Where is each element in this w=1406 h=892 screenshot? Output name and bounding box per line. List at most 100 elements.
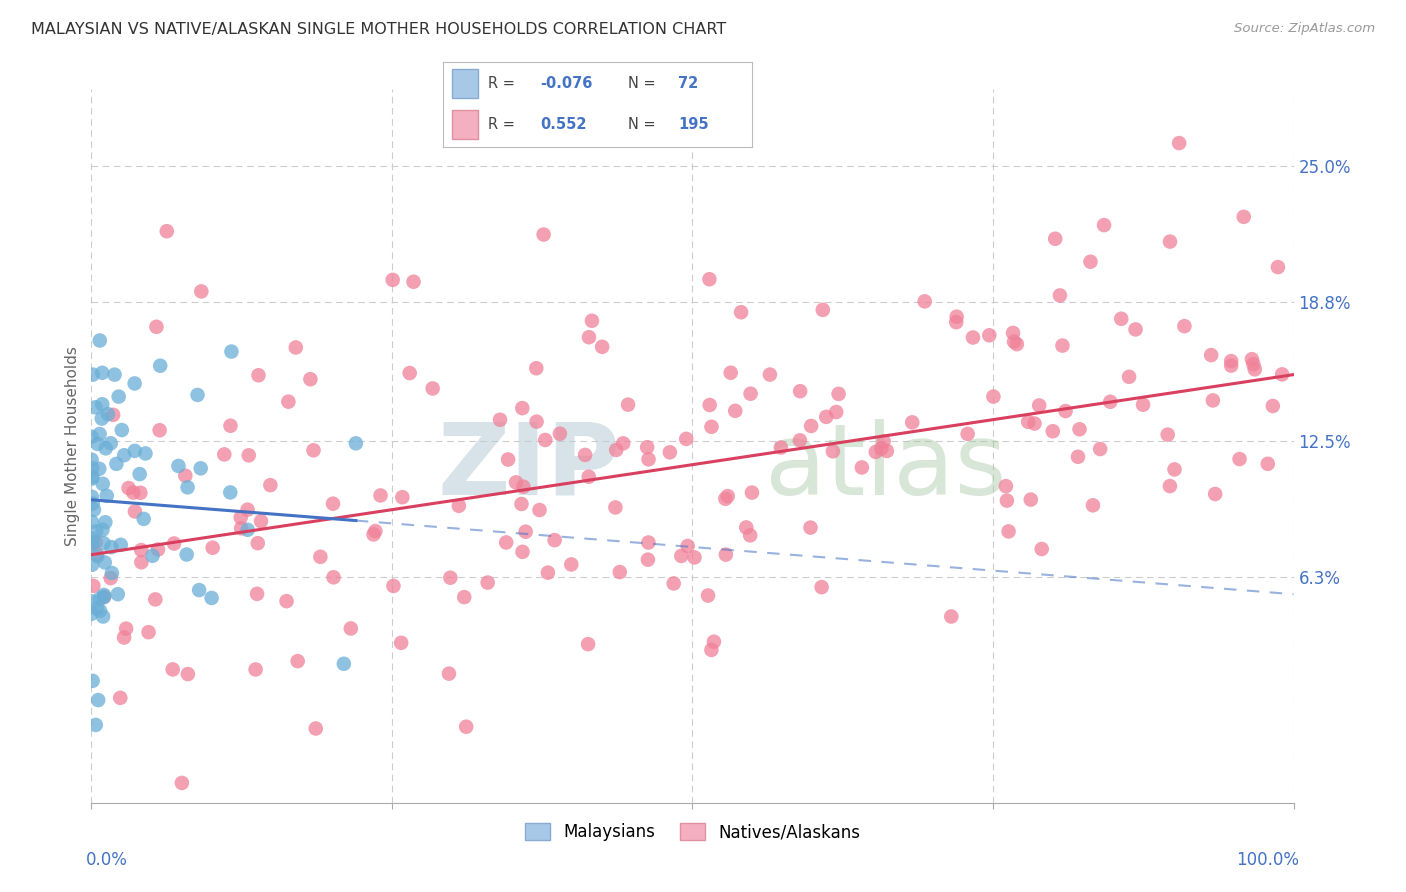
Point (221, 344, 243, 359)
Point (80, 430, 103, 444)
Point (86, 601, 108, 615)
Point (769, 441, 792, 455)
Point (128, 467, 150, 481)
Point (170, 776, 193, 790)
Point (1168, 136, 1191, 150)
Point (1257, 457, 1279, 471)
Point (1067, 450, 1090, 464)
Point (1202, 393, 1225, 408)
Point (201, 591, 224, 605)
Point (1118, 369, 1140, 384)
Point (93, 591, 115, 605)
Point (107, 587, 129, 601)
Point (1002, 334, 1025, 349)
Point (82, 461, 104, 475)
Text: 0.0%: 0.0% (86, 851, 128, 869)
Text: 72: 72 (678, 76, 699, 91)
Point (1163, 462, 1185, 476)
Point (1031, 541, 1053, 556)
Point (1233, 210, 1256, 224)
Point (129, 543, 152, 558)
Point (101, 566, 124, 580)
Point (238, 448, 260, 462)
Point (1271, 368, 1294, 382)
Point (94, 515, 117, 529)
Point (810, 580, 832, 594)
Point (93, 536, 115, 550)
Point (163, 536, 186, 550)
Point (87, 693, 110, 707)
Point (1159, 479, 1181, 493)
Point (94, 442, 117, 456)
Point (578, 330, 600, 344)
Point (658, 445, 681, 459)
Text: N =: N = (628, 76, 661, 91)
Point (724, 404, 747, 418)
Point (80, 594, 103, 608)
Point (730, 305, 752, 319)
Point (740, 386, 762, 401)
Point (129, 485, 152, 500)
Point (156, 224, 179, 238)
Point (821, 444, 844, 458)
Point (91, 397, 114, 411)
Point (91, 523, 114, 537)
Point (122, 485, 145, 500)
Point (1080, 254, 1102, 268)
Point (370, 488, 392, 502)
Point (1092, 218, 1115, 232)
Point (146, 542, 169, 557)
Point (1173, 319, 1195, 334)
Text: ZIP: ZIP (437, 419, 620, 516)
Point (1243, 362, 1265, 376)
Point (699, 398, 721, 412)
Point (188, 583, 211, 598)
Point (1017, 415, 1039, 429)
Point (287, 654, 309, 668)
Point (870, 442, 893, 456)
Point (219, 485, 242, 500)
Point (1157, 427, 1180, 442)
Point (89, 427, 111, 442)
Point (671, 549, 693, 563)
Point (149, 359, 172, 373)
Point (876, 444, 898, 458)
Point (574, 448, 596, 462)
Point (1054, 404, 1077, 418)
Point (515, 524, 537, 539)
Point (437, 666, 460, 681)
Point (90, 411, 112, 425)
Point (1081, 498, 1104, 512)
Point (89, 591, 111, 606)
Point (512, 545, 534, 559)
Point (100, 540, 122, 554)
Point (309, 549, 332, 564)
Point (246, 587, 269, 601)
Point (80, 607, 103, 621)
Point (636, 440, 658, 454)
Point (174, 468, 197, 483)
Point (945, 310, 967, 324)
Point (759, 368, 782, 382)
Point (1220, 359, 1243, 373)
Point (231, 521, 253, 535)
Point (537, 566, 560, 580)
Point (510, 401, 533, 416)
Point (80, 472, 103, 486)
Point (700, 643, 723, 657)
Text: 195: 195 (678, 117, 709, 132)
Point (284, 341, 307, 355)
Point (720, 366, 742, 380)
Point (717, 489, 740, 503)
Point (82, 558, 104, 572)
Point (637, 552, 659, 566)
Point (186, 388, 208, 402)
Point (1229, 452, 1251, 467)
Point (1132, 398, 1154, 412)
Text: -0.076: -0.076 (540, 76, 593, 91)
Point (162, 662, 184, 676)
Point (247, 368, 270, 383)
Point (1049, 288, 1071, 302)
Point (302, 443, 325, 458)
Point (815, 409, 838, 424)
